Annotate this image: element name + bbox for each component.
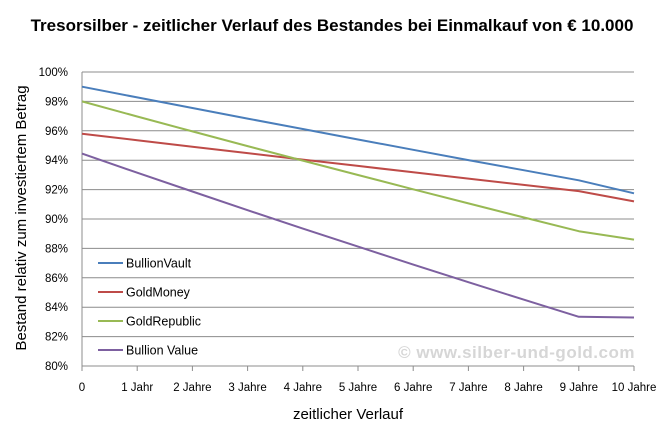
y-axis-tick-labels: 80% 82% 84% 86% 88% 90% 92% 94% 96% 98% 100% [39, 67, 68, 373]
legend-label: BullionVault [126, 257, 192, 271]
x-tick-label: 6 Jahre [394, 382, 432, 394]
y-tick-label: 90% [45, 214, 68, 226]
legend-label: GoldRepublic [126, 315, 201, 329]
y-tick-label: 94% [45, 155, 68, 167]
x-tick-label: 0 [79, 382, 85, 394]
y-tick-label: 80% [45, 361, 68, 373]
y-tick-label: 92% [45, 185, 68, 197]
series-line [81, 100, 635, 241]
y-tick-label: 98% [45, 96, 68, 108]
y-tick-label: 86% [45, 273, 68, 285]
series-line [81, 132, 635, 203]
chart-title: Tresorsilber - zeitlicher Verlauf des Be… [31, 16, 634, 35]
x-tick-label: 8 Jahre [504, 382, 542, 394]
x-axis-title: zeitlicher Verlauf [293, 406, 404, 423]
y-tick-label: 88% [45, 243, 68, 255]
y-tick-label: 84% [45, 302, 68, 314]
y-tick-label: 82% [45, 332, 68, 344]
y-tick-label: 100% [39, 67, 68, 79]
y-axis-title: Bestand relativ zum investiertem Betrag [13, 85, 30, 350]
legend: BullionVault GoldMoney GoldRepublic Bullion… [98, 257, 201, 358]
x-axis-tick-labels: 0 1 Jahr 2 Jahre 3 Jahre 4 Jahre 5 Jahre 6 Jah… [79, 382, 657, 394]
x-tick-label: 3 Jahre [228, 382, 266, 394]
x-tick-label: 10 Jahre [612, 382, 657, 394]
series-lines [81, 85, 635, 319]
legend-label: GoldMoney [126, 286, 191, 300]
y-tick-label: 96% [45, 126, 68, 138]
legend-label: Bullion Value [126, 344, 198, 358]
x-tick-label: 5 Jahre [339, 382, 377, 394]
x-tick-label: 2 Jahre [173, 382, 211, 394]
gridlines [81, 71, 635, 371]
x-tick-label: 1 Jahr [121, 382, 153, 394]
x-tick-label: 4 Jahre [284, 382, 322, 394]
x-tick-label: 9 Jahre [560, 382, 598, 394]
series-line [81, 152, 635, 319]
x-tick-label: 7 Jahre [449, 382, 487, 394]
watermark-text: © www.silber-und-gold.com [398, 343, 635, 362]
series-line [81, 85, 635, 195]
